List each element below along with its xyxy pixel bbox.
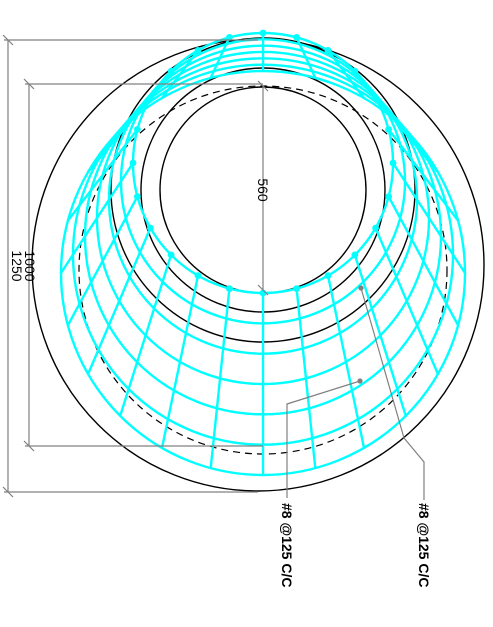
rebar-node bbox=[385, 125, 392, 133]
dim-1000-tick-bottom bbox=[23, 440, 35, 452]
rebar-node bbox=[293, 34, 300, 41]
dim-560-label: 560 bbox=[255, 178, 271, 202]
rebar-meridian bbox=[326, 49, 366, 100]
rebar-meridian bbox=[59, 161, 135, 275]
rebar-node bbox=[133, 125, 141, 133]
rebar-node bbox=[225, 34, 233, 41]
rebar-node bbox=[167, 67, 175, 75]
rebar-node bbox=[133, 193, 141, 201]
rebar-node bbox=[372, 94, 379, 102]
rebar-meridian bbox=[118, 69, 173, 132]
rebar-node bbox=[194, 47, 202, 54]
rebar-meridian bbox=[160, 274, 200, 450]
rebar-note-1: #8 @125 C/C bbox=[279, 503, 295, 587]
rebar-meridian bbox=[86, 96, 152, 174]
rebar-meridian bbox=[66, 128, 139, 222]
rebar-node bbox=[259, 29, 267, 37]
rebar-meridian bbox=[209, 36, 231, 80]
rebar-node bbox=[351, 251, 359, 259]
rebar-node bbox=[225, 285, 233, 292]
dim-1000-label: 1000 bbox=[22, 250, 38, 281]
dim-1250-tick-top bbox=[2, 34, 14, 46]
rebar-node bbox=[293, 285, 300, 292]
dimension-lines bbox=[2, 34, 269, 498]
dim-1000-tick-top bbox=[23, 78, 35, 90]
rebar-node bbox=[129, 159, 137, 167]
rebar-meridian bbox=[209, 287, 231, 470]
leader-rebar-2-dot bbox=[358, 285, 364, 291]
rebar-meridian bbox=[118, 253, 173, 417]
rebar-node bbox=[324, 272, 332, 279]
rebar-meridian bbox=[160, 49, 200, 100]
rebar-meridian bbox=[86, 226, 152, 376]
leader-lines bbox=[286, 285, 425, 500]
rebar-meridian bbox=[387, 195, 460, 327]
rebar-node bbox=[194, 272, 202, 279]
rebar-meridian bbox=[387, 128, 460, 222]
dim-1250-tick-bottom bbox=[2, 486, 14, 498]
rebar-meridian bbox=[295, 36, 317, 80]
dim-1250-label: 1250 bbox=[9, 250, 25, 281]
dim-560-tick-bottom bbox=[257, 284, 269, 296]
rebar-node bbox=[324, 47, 332, 54]
rebar-node bbox=[372, 224, 379, 232]
rebar-node bbox=[351, 67, 359, 75]
rebar-node bbox=[385, 193, 392, 201]
rebar-meridian bbox=[391, 161, 467, 275]
rebar-meridian bbox=[295, 287, 317, 470]
rebar-meridian bbox=[353, 253, 407, 417]
leader-rebar-1-dot bbox=[357, 378, 363, 384]
rebar-node bbox=[146, 224, 154, 232]
rebar-meridian bbox=[66, 195, 139, 327]
leader-rebar-2 bbox=[360, 287, 425, 500]
rebar-meridian bbox=[326, 274, 366, 450]
rebar-node bbox=[167, 251, 175, 259]
rebar-meridian bbox=[374, 96, 440, 174]
rebar-meridian bbox=[353, 69, 407, 132]
leader-rebar-1 bbox=[286, 380, 361, 498]
rebar-note-2: #8 @125 C/C bbox=[416, 503, 432, 587]
rebar-meridian bbox=[374, 226, 440, 376]
rebar-node bbox=[389, 159, 397, 167]
dim-560-tick-top bbox=[257, 80, 269, 92]
